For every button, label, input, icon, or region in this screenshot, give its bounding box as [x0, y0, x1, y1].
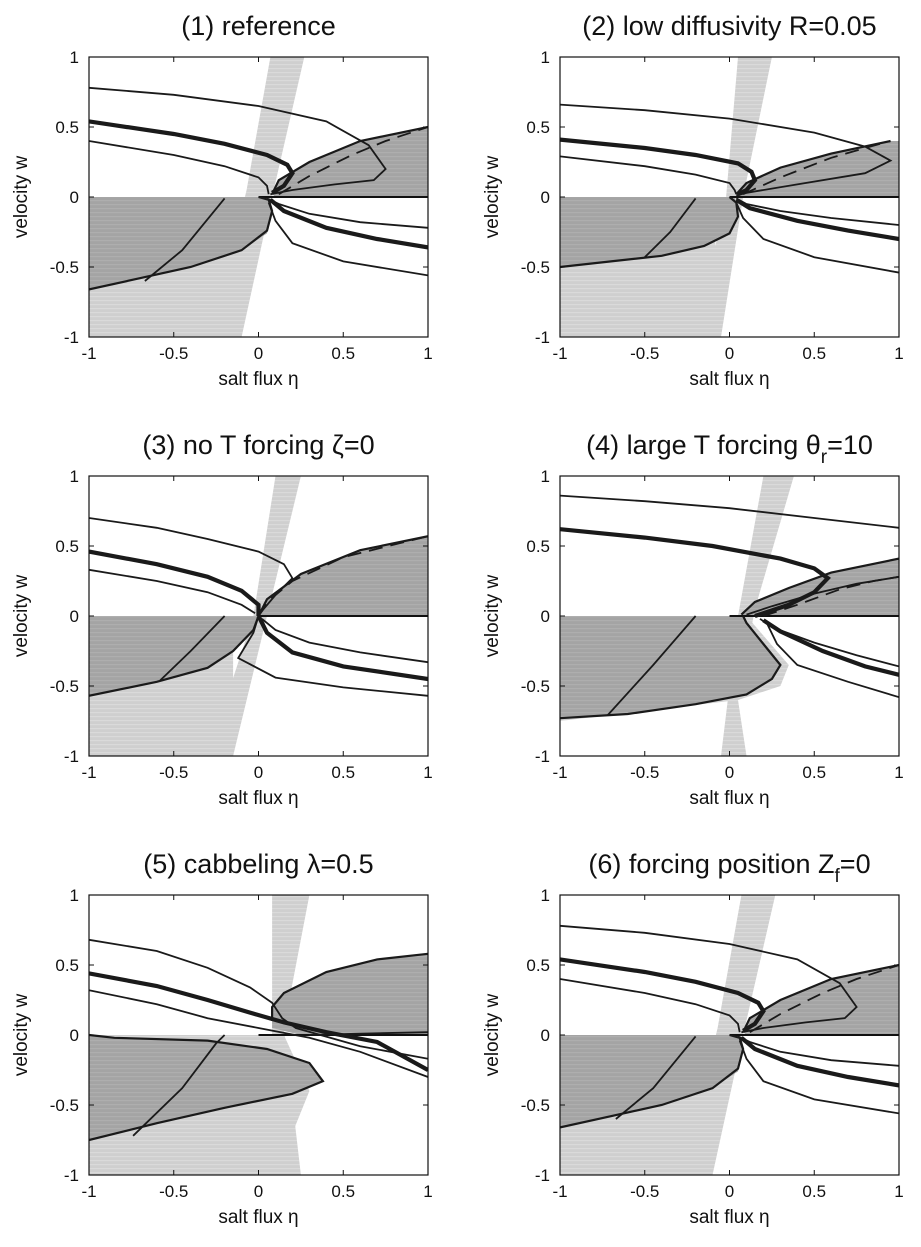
- x-tick-label: 0: [725, 344, 734, 363]
- x-axis-label: salt flux η: [689, 788, 769, 809]
- x-axis-label: salt flux η: [218, 1207, 298, 1228]
- y-tick-label: 0.5: [55, 537, 79, 556]
- y-tick-label: -1: [64, 1166, 79, 1185]
- y-tick-label: 0: [70, 607, 79, 626]
- plot-area: [89, 476, 428, 756]
- y-tick-label: -0.5: [521, 677, 550, 696]
- x-tick-label: 1: [423, 1182, 432, 1201]
- x-tick-label: 0.5: [802, 1182, 826, 1201]
- x-tick-label: -0.5: [630, 763, 659, 782]
- x-tick-label: 0: [725, 763, 734, 782]
- y-axis-label: velocity w: [482, 994, 503, 1077]
- y-axis-label: velocity w: [11, 156, 32, 239]
- x-tick-label: 0.5: [331, 344, 355, 363]
- chart-title: (2) low diffusivity R=0.05: [582, 11, 876, 41]
- y-tick-label: -0.5: [50, 258, 79, 277]
- x-tick-label: 1: [423, 344, 432, 363]
- chart-title: (5) cabbeling λ=0.5: [143, 849, 373, 879]
- panel-4: -1 -0.5 0 0.5 1 -1 -0.5 0 0.5 1 salt flux η velocit…: [482, 430, 904, 809]
- x-tick-label: 0.5: [331, 763, 355, 782]
- plot-area: [560, 57, 899, 337]
- y-tick-label: 1: [70, 886, 79, 905]
- y-tick-label: 0: [70, 1026, 79, 1045]
- x-tick-label: -1: [81, 1182, 96, 1201]
- x-tick-label: -0.5: [159, 1182, 188, 1201]
- x-tick-label: 1: [423, 763, 432, 782]
- panel-6: -1 -0.5 0 0.5 1 -1 -0.5 0 0.5 1 salt flux η velocit…: [482, 849, 904, 1228]
- chart-title: (6) forcing position Zf=0: [588, 849, 870, 887]
- x-axis-label: salt flux η: [689, 369, 769, 390]
- y-tick-label: -0.5: [521, 1096, 550, 1115]
- plot-area: [89, 895, 428, 1175]
- y-tick-label: 0.5: [526, 537, 550, 556]
- y-tick-label: 0: [541, 1026, 550, 1045]
- x-tick-label: -1: [552, 344, 567, 363]
- y-tick-label: 1: [541, 467, 550, 486]
- x-tick-label: -0.5: [159, 344, 188, 363]
- x-tick-label: 0: [254, 1182, 263, 1201]
- x-tick-label: -1: [552, 763, 567, 782]
- y-axis-label: velocity w: [482, 156, 503, 239]
- y-tick-label: 1: [70, 467, 79, 486]
- y-tick-label: -1: [535, 747, 550, 766]
- y-tick-label: 0.5: [55, 118, 79, 137]
- y-tick-label: 0.5: [526, 118, 550, 137]
- y-tick-label: 1: [541, 48, 550, 67]
- y-tick-label: -1: [64, 328, 79, 347]
- x-tick-label: 0.5: [802, 763, 826, 782]
- y-tick-label: 1: [70, 48, 79, 67]
- y-tick-label: 0.5: [526, 956, 550, 975]
- y-tick-label: 0.5: [55, 956, 79, 975]
- panel-3: -1 -0.5 0 0.5 1 -1 -0.5 0 0.5 1 salt flux η velocit…: [11, 430, 433, 809]
- x-tick-label: 1: [894, 344, 903, 363]
- y-axis-label: velocity w: [482, 575, 503, 658]
- y-tick-label: 1: [541, 886, 550, 905]
- x-tick-label: -1: [552, 1182, 567, 1201]
- y-tick-label: 0: [541, 607, 550, 626]
- plot-area: [560, 476, 899, 756]
- chart-title: (1) reference: [181, 11, 336, 41]
- panel-2: -1 -0.5 0 0.5 1 -1 -0.5 0 0.5 1 salt flux η velocit…: [482, 11, 904, 390]
- x-tick-label: 0.5: [802, 344, 826, 363]
- x-tick-label: -1: [81, 344, 96, 363]
- x-tick-label: -0.5: [159, 763, 188, 782]
- x-tick-label: -1: [81, 763, 96, 782]
- y-tick-label: 0: [541, 188, 550, 207]
- chart-title: (4) large T forcing θr=10: [586, 430, 873, 468]
- x-tick-label: 0: [254, 344, 263, 363]
- x-tick-label: 1: [894, 763, 903, 782]
- chart-title: (3) no T forcing ζ=0: [142, 430, 374, 460]
- x-tick-label: 0: [254, 763, 263, 782]
- panel-1: -1 -0.5 0 0.5 1 -1 -0.5 0 0.5 1 salt flux η velocit…: [11, 11, 433, 390]
- x-tick-label: 0.5: [331, 1182, 355, 1201]
- x-tick-label: 0: [725, 1182, 734, 1201]
- x-axis-label: salt flux η: [218, 788, 298, 809]
- plot-area: [560, 895, 899, 1175]
- panel-5: -1 -0.5 0 0.5 1 -1 -0.5 0 0.5 1 salt flux η velocit…: [11, 849, 433, 1228]
- y-tick-label: -1: [64, 747, 79, 766]
- y-axis-label: velocity w: [11, 994, 32, 1077]
- x-tick-label: 1: [894, 1182, 903, 1201]
- y-tick-label: 0: [70, 188, 79, 207]
- y-tick-label: -1: [535, 328, 550, 347]
- y-tick-label: -0.5: [521, 258, 550, 277]
- y-tick-label: -1: [535, 1166, 550, 1185]
- y-axis-label: velocity w: [11, 575, 32, 658]
- plot-area: [89, 57, 428, 337]
- y-tick-label: -0.5: [50, 1096, 79, 1115]
- x-axis-label: salt flux η: [218, 369, 298, 390]
- y-tick-label: -0.5: [50, 677, 79, 696]
- x-tick-label: -0.5: [630, 344, 659, 363]
- x-axis-label: salt flux η: [689, 1207, 769, 1228]
- x-tick-label: -0.5: [630, 1182, 659, 1201]
